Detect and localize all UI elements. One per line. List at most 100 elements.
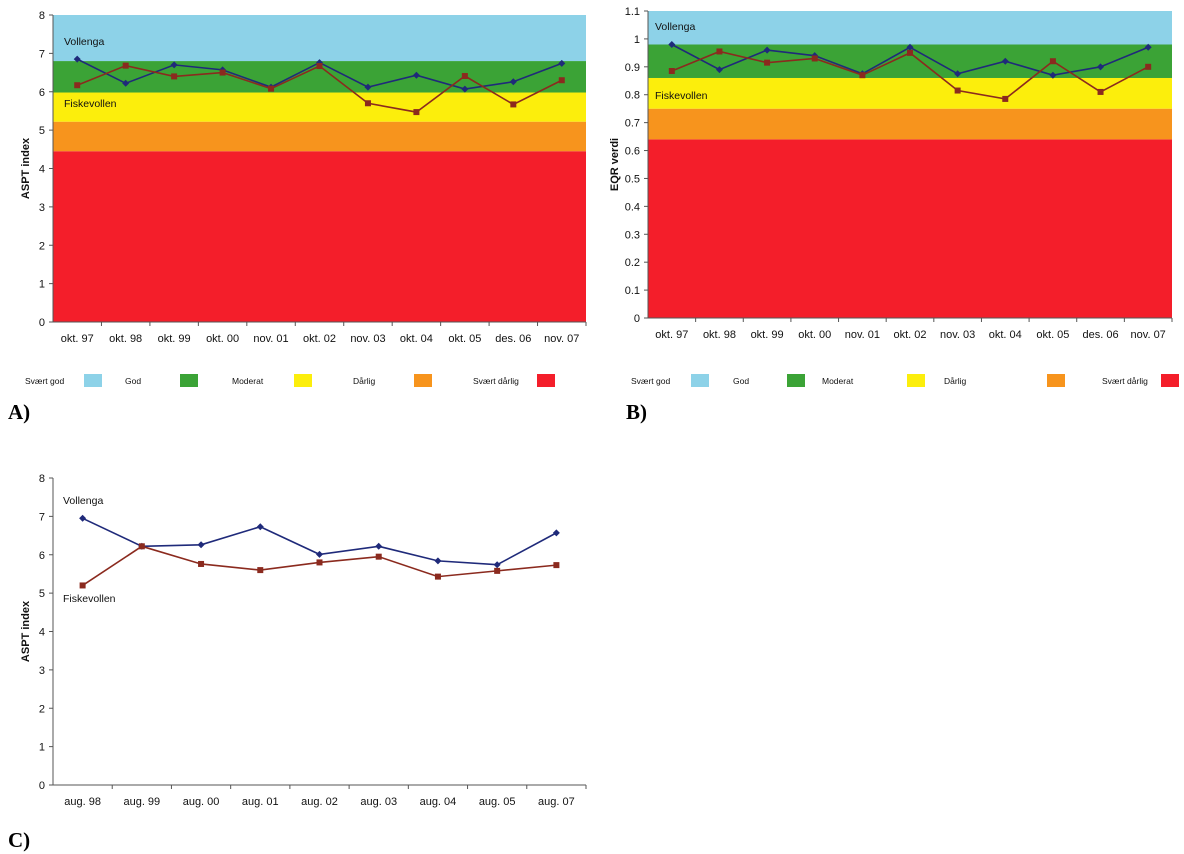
data-point [1097, 63, 1105, 71]
x-tick-label: nov. 03 [350, 333, 385, 345]
y-tick-label: 6 [39, 550, 45, 562]
data-point [509, 78, 517, 86]
legend-label: God [733, 376, 749, 386]
legend-swatch [414, 374, 432, 387]
x-tick-label: okt. 02 [303, 333, 336, 345]
series-name-label: Fiskevollen [63, 593, 116, 605]
data-point [122, 62, 129, 69]
x-tick-label: des. 06 [495, 333, 531, 345]
y-axis-label: EQR verdi [609, 138, 621, 191]
y-tick-label: 8 [39, 473, 45, 485]
data-point [268, 85, 275, 92]
quality-band-2 [648, 77, 1172, 109]
data-point [906, 43, 914, 51]
x-tick-label: okt. 00 [206, 333, 239, 345]
series-name-label: Vollenga [655, 21, 695, 33]
data-point [668, 40, 676, 48]
data-point [364, 100, 371, 107]
quality-band-1 [53, 121, 586, 152]
data-point [413, 109, 420, 116]
x-tick-label: okt. 99 [751, 329, 784, 341]
legend-swatch [294, 374, 312, 387]
y-tick-label: 0 [634, 313, 640, 325]
data-point [138, 543, 145, 550]
x-tick-label: aug. 07 [538, 796, 575, 808]
data-point [316, 559, 323, 566]
data-point [79, 514, 87, 522]
x-tick-label: aug. 00 [183, 796, 220, 808]
data-point [375, 542, 383, 550]
y-tick-label: 8 [39, 10, 45, 22]
x-tick-label: nov. 07 [544, 333, 579, 345]
y-tick-label: 1 [39, 742, 45, 754]
data-point [79, 582, 86, 589]
x-tick-label: okt. 98 [109, 333, 142, 345]
y-tick-label: 5 [39, 125, 45, 137]
x-tick-label: okt. 97 [61, 333, 94, 345]
data-point [716, 48, 723, 55]
x-tick-label: okt. 00 [798, 329, 831, 341]
panel-label-a: A) [8, 400, 31, 424]
data-point [316, 63, 323, 70]
y-tick-label: 3 [39, 665, 45, 677]
data-point [1145, 63, 1152, 70]
x-tick-label: nov. 01 [845, 329, 880, 341]
data-point [122, 79, 130, 87]
data-point [1049, 58, 1056, 65]
quality-band-4 [53, 15, 586, 62]
legend-label: Svært god [25, 376, 64, 386]
data-point [558, 77, 565, 84]
legend-label: Moderat [232, 376, 264, 386]
x-tick-label: okt. 99 [158, 333, 191, 345]
x-tick-label: aug. 03 [360, 796, 397, 808]
data-point [764, 59, 771, 66]
y-tick-label: 0.2 [625, 257, 640, 269]
x-tick-label: okt. 04 [989, 329, 1022, 341]
data-point [461, 73, 468, 80]
data-point [954, 70, 962, 78]
x-tick-label: aug. 99 [123, 796, 160, 808]
data-point [256, 523, 264, 531]
data-point [375, 553, 382, 560]
y-tick-label: 0.8 [625, 90, 640, 102]
x-tick-label: aug. 01 [242, 796, 279, 808]
x-tick-label: aug. 98 [64, 796, 101, 808]
x-tick-label: okt. 98 [703, 329, 736, 341]
x-tick-label: aug. 05 [479, 796, 516, 808]
x-tick-label: nov. 03 [940, 329, 975, 341]
legend-swatch [691, 374, 709, 387]
chart-panel-3: 0 1 2 3 4 5 6 7 8 aug. 98 aug. 99 aug. 00 aug. 01 aug… [20, 473, 587, 808]
data-point [198, 560, 205, 567]
data-point [715, 66, 723, 74]
panel-label-c: C) [8, 828, 31, 852]
data-point [1144, 43, 1152, 51]
series-name-label: Vollenga [64, 36, 104, 48]
data-point [510, 101, 517, 108]
data-point [364, 83, 372, 91]
y-tick-label: 0 [39, 317, 45, 329]
data-point [668, 68, 675, 75]
y-tick-label: 0 [39, 780, 45, 792]
y-tick-label: 4 [39, 164, 45, 176]
x-tick-label: okt. 02 [893, 329, 926, 341]
legend-label: Dårlig [353, 376, 375, 386]
legend-swatch [1161, 374, 1179, 387]
panel-label-b: B) [626, 400, 647, 424]
x-tick-label: okt. 97 [655, 329, 688, 341]
y-tick-label: 0.9 [625, 62, 640, 74]
y-tick-label: 0.4 [625, 201, 640, 213]
quality-band-2 [53, 92, 586, 122]
series-name-label: Vollenga [63, 495, 103, 507]
legend-swatch [180, 374, 198, 387]
data-point [1097, 88, 1104, 95]
data-point [811, 55, 818, 62]
data-point [171, 73, 178, 80]
x-tick-label: nov. 07 [1131, 329, 1166, 341]
x-tick-label: okt. 04 [400, 333, 433, 345]
y-tick-label: 4 [39, 627, 45, 639]
data-point [552, 529, 560, 537]
y-tick-label: 7 [39, 48, 45, 60]
data-point [461, 85, 469, 93]
data-point [859, 72, 866, 79]
